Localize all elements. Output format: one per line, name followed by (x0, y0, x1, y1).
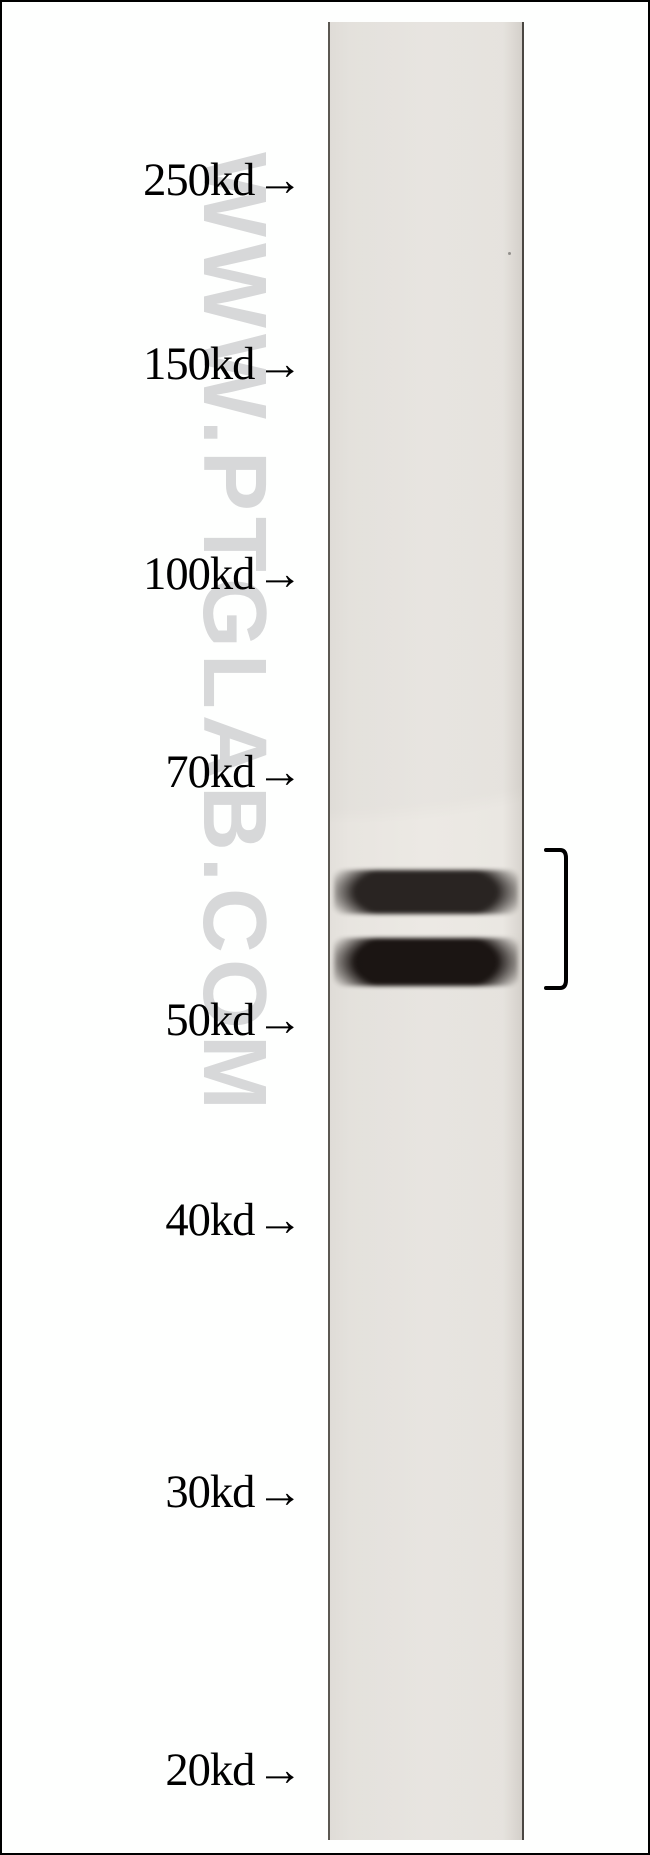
mw-marker: 100kd→ (2, 544, 302, 604)
mw-marker: 70kd→ (2, 742, 302, 802)
arrow-right-icon: → (256, 1466, 302, 1519)
band-bracket (542, 848, 570, 990)
mw-marker-label: 250kd (143, 154, 254, 207)
mw-marker-label: 30kd (165, 1466, 254, 1519)
arrow-right-icon: → (256, 154, 302, 207)
mw-marker-label: 150kd (143, 338, 254, 391)
mw-marker: 30kd→ (2, 1462, 302, 1522)
mw-marker: 250kd→ (2, 150, 302, 210)
mw-marker-label: 70kd (165, 746, 254, 799)
noise-speck (508, 252, 511, 255)
mw-marker: 150kd→ (2, 334, 302, 394)
arrow-right-icon: → (256, 1194, 302, 1247)
blot-canvas: WWW.PTGLAB.COM 250kd→150kd→100kd→70kd→50… (2, 2, 648, 1853)
arrow-right-icon: → (256, 994, 302, 1047)
mw-marker-label: 20kd (165, 1744, 254, 1797)
blot-lane (328, 22, 524, 1840)
arrow-right-icon: → (256, 338, 302, 391)
mw-marker: 50kd→ (2, 990, 302, 1050)
mw-marker: 40kd→ (2, 1190, 302, 1250)
watermark-text: WWW.PTGLAB.COM (182, 152, 285, 1116)
mw-marker-label: 50kd (165, 994, 254, 1047)
protein-band (334, 870, 518, 914)
arrow-right-icon: → (256, 1744, 302, 1797)
mw-marker-label: 100kd (143, 548, 254, 601)
mw-marker: 20kd→ (2, 1740, 302, 1800)
arrow-right-icon: → (256, 548, 302, 601)
protein-band (334, 938, 518, 986)
mw-marker-label: 40kd (165, 1194, 254, 1247)
arrow-right-icon: → (256, 746, 302, 799)
